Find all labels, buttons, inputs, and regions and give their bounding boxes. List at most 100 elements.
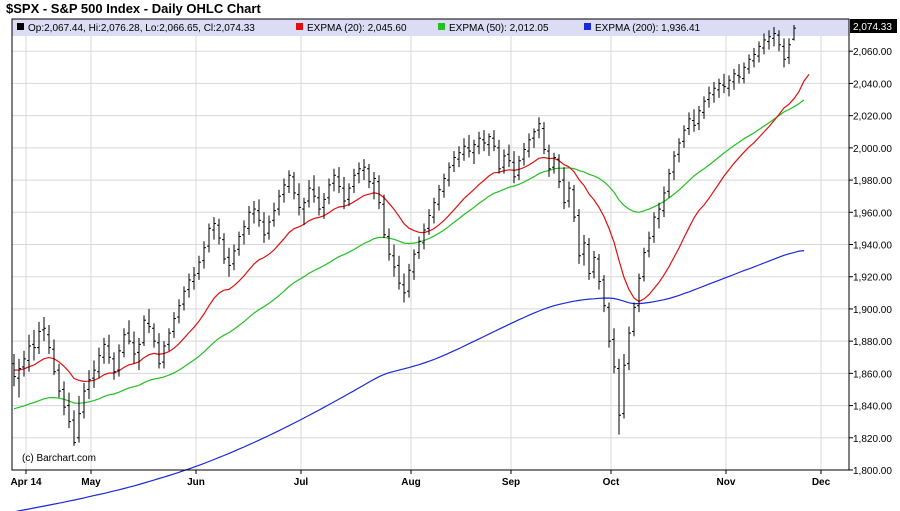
ohlc-bar <box>257 199 261 227</box>
ohlc-bar <box>207 223 211 253</box>
grid-layer <box>12 36 849 470</box>
ohlc-bars <box>12 24 796 446</box>
ohlc-bar <box>232 244 236 271</box>
ohlc-bar <box>597 254 601 290</box>
ohlc-bar <box>322 192 326 219</box>
ema50-legend-text: EXPMA (50): 2,012.05 <box>449 23 549 34</box>
ohlc-bar <box>452 151 456 173</box>
ohlc-bar <box>617 358 621 435</box>
ohlc-bar <box>287 170 291 193</box>
ohlc-bar <box>742 62 746 84</box>
ohlc-bar <box>262 212 266 243</box>
ohlc-bar <box>412 249 416 280</box>
x-axis: Apr 14 May Jun Jul Aug Sep Oct Nov Dec <box>10 470 831 488</box>
ohlc-bar <box>572 184 576 222</box>
ohlc-bar <box>27 334 31 372</box>
ohlc-bar <box>407 263 411 298</box>
ohlc-bar <box>302 197 306 226</box>
y-tick-label: 2,000.00 <box>853 144 892 155</box>
ohlc-bar <box>152 323 156 348</box>
ohlc-bar <box>82 383 86 419</box>
ohlc-bar <box>717 78 721 98</box>
ohlc-bar <box>87 370 91 400</box>
last-price-label: 2,074.33 <box>853 22 892 33</box>
y-tick-label: 1,940.00 <box>853 241 892 252</box>
ohlc-bar <box>57 363 61 398</box>
ohlc-bar <box>62 381 66 416</box>
ohlc-bar <box>317 186 321 216</box>
ohlc-bar <box>467 134 471 158</box>
ohlc-bar <box>587 238 591 280</box>
ema20-layer <box>13 74 810 383</box>
ohlc-bar <box>92 360 96 388</box>
ohlc-bar <box>417 236 421 259</box>
ohlc-bar <box>107 334 111 364</box>
ohlc-bar <box>712 81 716 103</box>
ema50-legend-swatch <box>438 23 445 30</box>
y-tick-label: 1,960.00 <box>853 208 892 219</box>
ohlc-bar <box>487 133 491 156</box>
ohlc-bar <box>527 133 531 158</box>
ohlc-bar <box>102 337 106 364</box>
ohlc-bar <box>672 151 676 181</box>
ohlc-bar <box>37 321 41 355</box>
ohlc-bar <box>127 320 131 345</box>
ohlc-bar <box>702 96 706 119</box>
ohlc-bar <box>692 109 696 132</box>
ema20-line <box>13 74 810 383</box>
y-axis: 1,800.00 1,820.00 1,840.00 1,860.00 1,880.00… <box>849 47 892 477</box>
ohlc-bar <box>547 144 551 177</box>
ohlc-bar <box>457 146 461 168</box>
ohlc-bar <box>187 273 191 298</box>
ema50-layer <box>13 99 805 410</box>
ohlc-bar <box>762 33 766 55</box>
y-tick-label: 1,980.00 <box>853 176 892 187</box>
ema20-legend-swatch <box>296 23 303 30</box>
y-tick-label: 1,920.00 <box>853 273 892 284</box>
ohlc-bar <box>342 176 346 210</box>
y-tick-label: 1,800.00 <box>853 466 892 477</box>
ohlc-bar <box>792 24 796 41</box>
ohlc-bar <box>237 231 241 256</box>
ohlc-bar <box>242 220 246 245</box>
y-tick-label: 1,820.00 <box>853 434 892 445</box>
ohlc-bar <box>512 151 516 184</box>
ohlc-bar <box>97 347 101 379</box>
ohlc-bar <box>162 341 166 369</box>
ohlc-bar <box>612 328 616 374</box>
ohlc-bar <box>212 217 216 240</box>
ohlc-bar <box>422 223 426 250</box>
ohlc-bar <box>437 184 441 211</box>
ohlc-bar <box>22 350 26 377</box>
ohlc-bar <box>117 344 121 377</box>
ohlc-bar <box>542 122 546 155</box>
ohlc-bar <box>282 178 286 203</box>
x-tick-label: Jul <box>294 477 309 488</box>
ohlc-bar <box>592 250 596 279</box>
ohlc-bar <box>737 64 741 84</box>
legend-band <box>12 19 849 36</box>
ohlc-bar <box>47 325 51 355</box>
ohlc-legend-text: Op:2,067.44, Hi:2,076.28, Lo:2,066.65, C… <box>28 23 255 34</box>
y-tick-label: 2,020.00 <box>853 112 892 123</box>
copyright-text: (c) Barchart.com <box>22 453 96 464</box>
ohlc-bar <box>557 154 561 189</box>
ohlc-bar <box>32 329 36 361</box>
ohlc-bar <box>627 326 631 371</box>
ohlc-bar <box>312 175 316 203</box>
ohlc-bar <box>472 139 476 164</box>
y-tick-label: 1,860.00 <box>853 369 892 380</box>
ohlc-bar <box>397 255 401 290</box>
ohlc-bar <box>752 47 756 68</box>
ohlc-bar <box>172 312 176 338</box>
ohlc-bar <box>537 117 541 139</box>
x-tick-label: Dec <box>812 477 831 488</box>
ohlc-bar <box>252 201 256 224</box>
ohlc-bar <box>122 328 126 358</box>
ohlc-bar <box>507 144 511 168</box>
ohlc-bar <box>67 392 71 429</box>
ohlc-bar <box>112 352 116 380</box>
ohlc-bar <box>142 315 146 346</box>
ohlc-bar <box>277 189 281 216</box>
